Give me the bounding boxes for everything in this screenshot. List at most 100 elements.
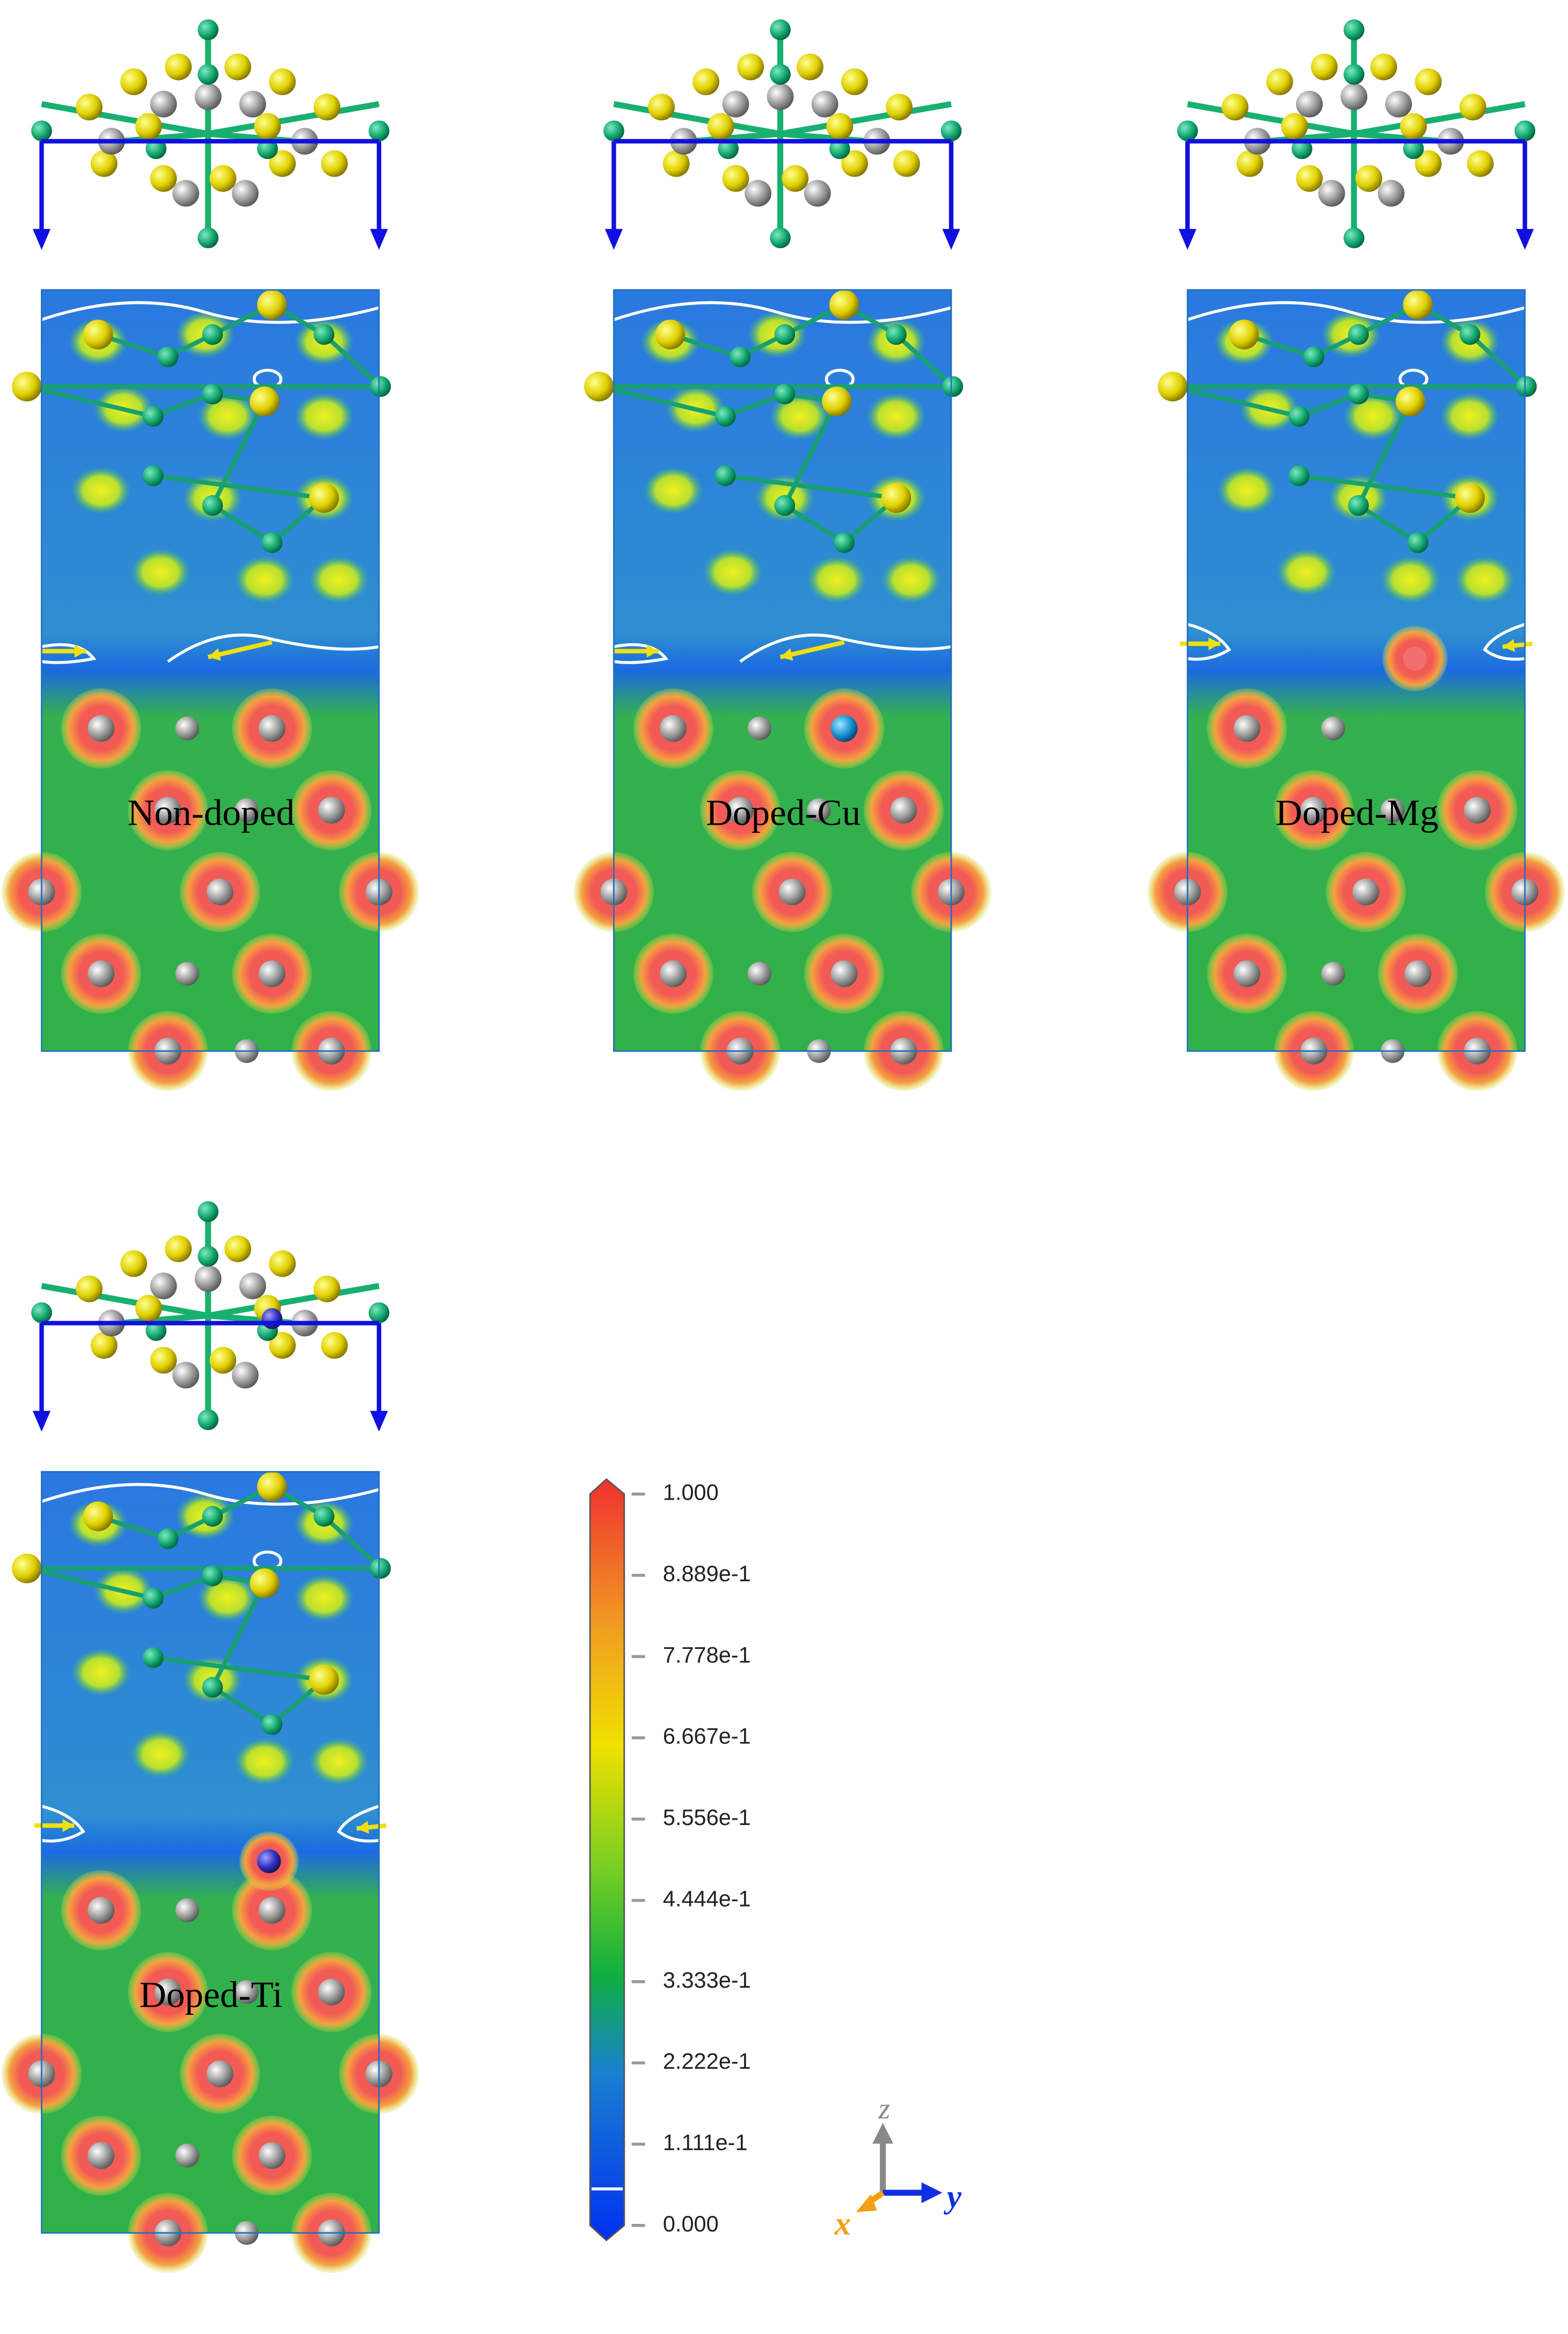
atom	[194, 1265, 222, 1292]
atom	[826, 113, 854, 140]
bond	[1468, 332, 1528, 388]
arrow-head	[370, 229, 388, 250]
bond	[322, 332, 382, 388]
atom	[370, 1558, 391, 1579]
atom	[722, 90, 749, 118]
atom	[202, 1506, 223, 1527]
atom	[175, 716, 200, 740]
atom	[829, 289, 859, 320]
panel-label: Non-doped	[127, 792, 294, 833]
atom	[142, 1588, 164, 1609]
elf-blob	[235, 1737, 295, 1786]
structure-top	[603, 19, 962, 250]
atom	[90, 1332, 118, 1359]
atom	[202, 1677, 223, 1698]
arrow-head	[604, 229, 623, 250]
atom	[822, 386, 852, 417]
elf-blob	[1381, 556, 1440, 604]
elf-blob	[881, 556, 941, 604]
atom	[1221, 93, 1249, 121]
atom	[747, 962, 771, 986]
atom	[231, 1362, 259, 1389]
atom	[1296, 165, 1323, 192]
atom	[1395, 386, 1426, 417]
atom	[261, 1714, 283, 1735]
atom	[770, 64, 791, 85]
atom	[165, 53, 192, 81]
elf-blob	[1455, 556, 1515, 604]
atom	[12, 372, 42, 402]
atom	[309, 1665, 339, 1695]
panel: Non-doped	[1, 19, 419, 1092]
atom	[770, 19, 791, 40]
elf-blob	[703, 548, 763, 597]
arrow-head	[32, 1410, 51, 1432]
atom	[120, 68, 148, 96]
atom	[254, 113, 281, 140]
atom	[313, 324, 334, 345]
bond	[779, 101, 952, 137]
atom	[258, 715, 286, 742]
atom	[150, 90, 177, 118]
atom	[313, 93, 341, 121]
atom	[745, 180, 771, 207]
elf-blob	[71, 1648, 131, 1697]
atom	[198, 1409, 219, 1430]
atom	[150, 165, 177, 192]
atom	[368, 1302, 390, 1324]
atom	[942, 376, 964, 397]
tick-label: 0.000	[663, 2211, 719, 2236]
atom	[258, 960, 286, 987]
elf-blob	[198, 1574, 257, 1622]
atom	[154, 1979, 181, 2006]
atom	[206, 878, 234, 906]
bond	[1353, 101, 1526, 137]
atom	[150, 1347, 177, 1374]
atom	[584, 372, 614, 402]
arrow-head	[208, 648, 221, 661]
atom	[1234, 715, 1260, 742]
arrow-head	[1208, 637, 1221, 650]
atom	[1403, 289, 1433, 320]
atom	[662, 150, 690, 177]
atom	[269, 1250, 296, 1277]
atom	[239, 1273, 266, 1299]
elf-blob	[71, 467, 131, 515]
bond	[152, 391, 214, 419]
atom	[321, 150, 348, 177]
atom	[87, 2142, 115, 2169]
atom	[1352, 878, 1380, 906]
elf-blob	[130, 548, 191, 597]
tick-label: 1.111e-1	[663, 2129, 748, 2155]
atom	[1343, 19, 1365, 40]
atom	[886, 324, 907, 345]
atom	[87, 960, 115, 987]
axis-label: z	[878, 2092, 891, 2125]
atom	[1288, 405, 1310, 427]
elf-blob	[1277, 548, 1337, 597]
tick-label: 7.778e-1	[663, 1642, 751, 1667]
atom	[142, 465, 164, 486]
atom	[31, 1302, 52, 1324]
atom	[269, 150, 296, 177]
structure-top	[1177, 19, 1536, 250]
atom	[1303, 346, 1324, 367]
atom	[1229, 319, 1259, 350]
atom	[778, 878, 806, 906]
atom	[1281, 113, 1308, 140]
atom	[313, 1275, 341, 1303]
atom	[1516, 376, 1537, 397]
atom	[1414, 68, 1442, 96]
atom	[1414, 150, 1442, 177]
atom	[811, 90, 838, 118]
atom	[726, 797, 754, 824]
atom	[250, 386, 280, 417]
atom	[774, 383, 796, 405]
atom	[1459, 93, 1486, 121]
elf-blob	[643, 467, 703, 515]
atom	[142, 405, 164, 427]
atom	[269, 1332, 296, 1359]
atom	[194, 83, 222, 110]
elf-blob	[1343, 392, 1403, 440]
